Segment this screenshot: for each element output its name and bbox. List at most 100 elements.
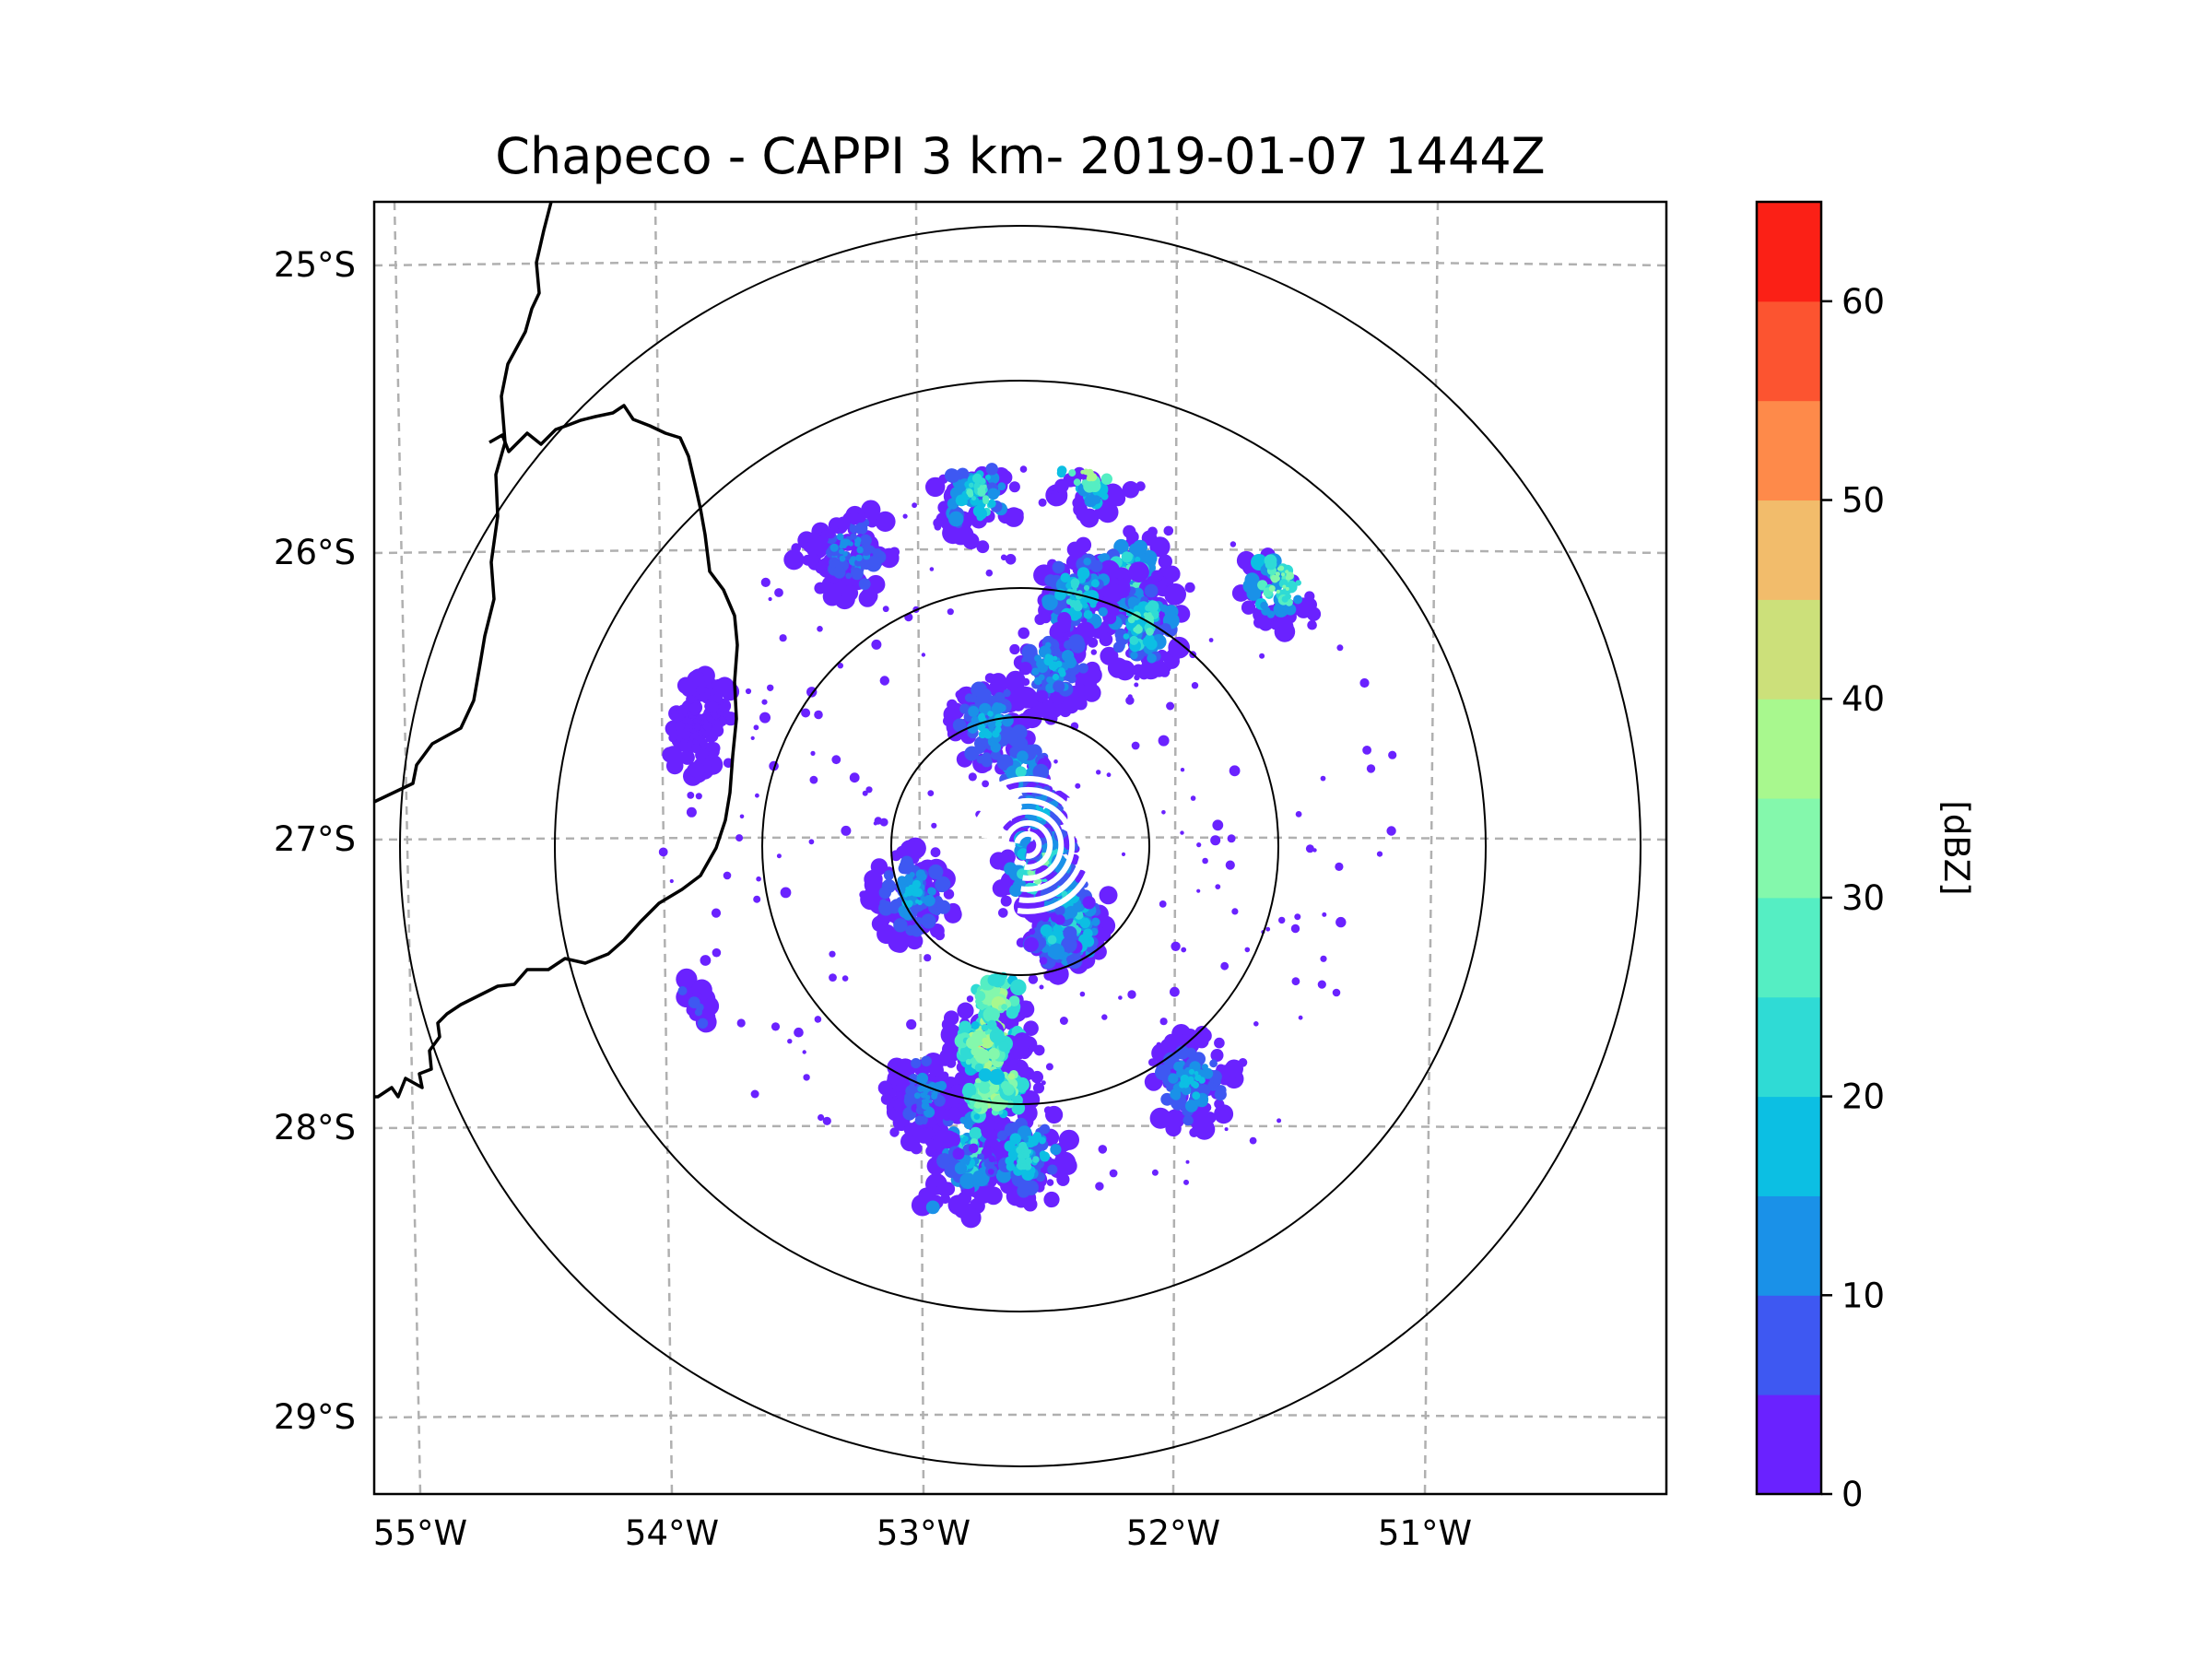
echo-cell (974, 743, 985, 754)
echo-cell (976, 513, 984, 522)
echo-cell (991, 703, 1003, 715)
echo-cell (998, 1041, 1009, 1052)
echo-cell (1295, 811, 1302, 818)
echo-cell (695, 685, 706, 695)
echo-cell (1057, 667, 1065, 676)
echo-cell (982, 495, 990, 502)
echo-cell (921, 653, 926, 657)
echo-cell (1131, 741, 1140, 750)
range-ring-3 (554, 380, 1487, 1312)
echo-cell (802, 1050, 806, 1054)
echo-cell (688, 996, 700, 1009)
echo-cell (832, 558, 840, 565)
border-brazil-argentina (374, 404, 739, 1099)
echo-cell (814, 710, 823, 720)
echo-cell (1065, 955, 1075, 964)
lon-label-54w: 54°W (625, 1513, 719, 1553)
echo-cell (1202, 857, 1208, 865)
echo-cell (1270, 620, 1280, 630)
echo-cell (1332, 988, 1341, 997)
echo-cell (1018, 1180, 1032, 1194)
echo-cell (1188, 1068, 1194, 1075)
echo-cell (1077, 663, 1088, 674)
echo-cell (887, 1057, 907, 1077)
echo-cell (912, 502, 917, 509)
echo-cell (1141, 530, 1158, 547)
echo-cell (760, 577, 771, 588)
echo-cell (924, 954, 932, 962)
gridline-lat-26s (374, 547, 1666, 555)
echo-cell (1073, 478, 1081, 487)
echo-cell (1134, 682, 1139, 688)
echo-cell (1276, 589, 1280, 594)
colorbar-tick-label: 20 (1841, 1077, 1885, 1117)
echo-cell (695, 793, 702, 800)
echo-cell (1089, 559, 1103, 572)
echo-cell (679, 749, 695, 765)
echo-cell (1127, 990, 1136, 999)
echo-cell (767, 684, 774, 691)
echo-cell (1386, 826, 1396, 836)
echo-cell (1210, 835, 1221, 846)
echo-cell (971, 1034, 982, 1047)
echo-cell (981, 485, 986, 490)
echo-cell (1096, 770, 1101, 775)
echo-cell (1214, 1037, 1225, 1049)
echo-cell (1039, 957, 1048, 965)
echo-cell (862, 790, 868, 796)
echo-cell (675, 721, 685, 732)
echo-cell (1030, 1070, 1044, 1084)
echo-cell (1362, 746, 1371, 755)
echo-cell (750, 1089, 759, 1099)
echo-cell (982, 1037, 988, 1044)
echo-cell (984, 475, 991, 480)
echo-cell (925, 477, 946, 498)
echo-cell (1061, 890, 1068, 898)
echo-cell (1295, 602, 1312, 618)
echo-cell (841, 584, 859, 602)
echo-cell (1023, 1020, 1039, 1036)
colorbar-bin-4 (1757, 996, 1821, 1098)
echo-cell (952, 718, 967, 733)
echo-cell (900, 1132, 921, 1152)
lat-label-29s: 29°S (274, 1397, 356, 1437)
echo-cell (1087, 474, 1094, 482)
echo-cell (1056, 618, 1071, 633)
echo-cell (874, 817, 882, 825)
echo-cell (841, 975, 849, 982)
echo-cell (664, 746, 683, 764)
echo-cell (1165, 1109, 1185, 1129)
echo-cell (1336, 644, 1344, 652)
echo-cell (930, 847, 941, 858)
echo-cell (946, 468, 960, 483)
echo-cell (839, 555, 846, 562)
echo-cell (1066, 541, 1083, 558)
echo-cell (1061, 936, 1077, 953)
echo-cell (1053, 1151, 1077, 1174)
echo-cell (1164, 582, 1186, 606)
echo-cell (1135, 624, 1141, 629)
colorbar-bin-5 (1757, 897, 1821, 998)
echo-cell (822, 587, 842, 606)
echo-cell (706, 700, 719, 713)
echo-cell (1059, 1017, 1068, 1025)
echo-cell (1246, 586, 1262, 601)
echo-cell (1133, 627, 1138, 632)
echo-cell (1278, 916, 1286, 924)
echo-cell (848, 541, 853, 547)
colorbar-bin-6 (1757, 798, 1821, 899)
echo-cell (693, 718, 699, 724)
echo-cell (700, 955, 712, 966)
echo-cell (1294, 913, 1301, 921)
echo-cell (893, 918, 908, 933)
echo-cell (818, 1113, 825, 1122)
echo-cell (1010, 979, 1027, 995)
echo-cell (976, 755, 985, 764)
echo-cell (875, 511, 896, 533)
echo-cell (997, 482, 1006, 491)
echo-cell (973, 1113, 981, 1120)
colorbar-bin-3 (1757, 1096, 1821, 1196)
echo-cell (1192, 1081, 1200, 1089)
echo-cell (814, 1016, 822, 1023)
colorbar-tick-label: 10 (1841, 1276, 1885, 1315)
